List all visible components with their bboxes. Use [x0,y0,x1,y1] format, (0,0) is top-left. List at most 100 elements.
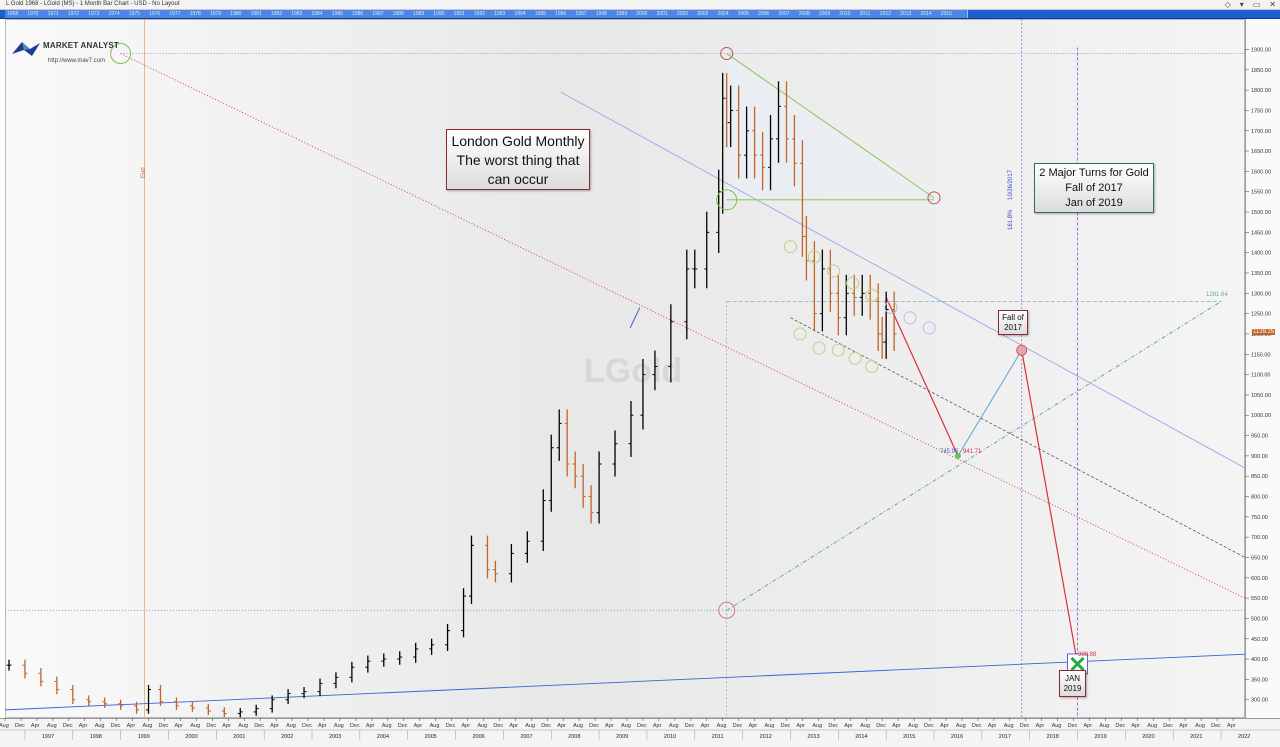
fib-date-label: 10/26/2017 [1008,169,1014,200]
x-axis-year-label: 2008 [568,734,580,740]
upper-channel-circle [884,301,898,315]
title-bar: L Gold 1968 - LGold (MS) - 1 Month Bar C… [0,0,1280,10]
lower-channel-circle [865,359,879,373]
x-axis-month-label: Apr [1131,723,1140,729]
y-axis-tick-label: 900.00 [1251,454,1268,460]
timeline-year-label: 1980 [230,11,242,17]
annotation-major-turns[interactable]: 2 Major Turns for Gold Fall of 2017 Jan … [1034,163,1154,213]
timeline-year-label: 2002 [676,11,689,17]
x-axis-year-label: 2022 [1238,734,1250,740]
x-axis-year-label: 2017 [999,734,1011,740]
trendline-0 [560,91,1246,469]
x-axis-month-label: Dec [972,723,982,729]
x-axis-month-label: Dec [1068,723,1078,729]
timeline-year-label: 1974 [108,11,120,17]
x-axis-year-label: 2012 [760,734,772,740]
x-axis-year-label: 2011 [712,734,724,740]
timeline-year-label: 1995 [534,11,546,17]
x-axis-month-label: Dec [63,723,73,729]
timeline-year-label: 1996 [555,11,567,17]
timeline-year-label: 1979 [210,11,222,17]
time-axis[interactable] [0,718,1280,747]
x-axis-year-label: 2003 [329,734,341,740]
maximize-icon[interactable]: ▭ [1252,0,1261,9]
annotation-main[interactable]: London Gold Monthly The worst thing that… [446,129,590,190]
x-axis-month-label: Dec [733,723,743,729]
x-axis-month-label: Aug [1099,723,1109,729]
pin-icon[interactable]: ◇ [1224,0,1231,9]
dropdown-icon[interactable]: ▾ [1239,0,1244,9]
x-axis-month-label: Apr [509,723,518,729]
timeline-scroll-thumb[interactable]: 1968 1970 1971 1972 1973 1974 1975 1976 1977 1978… [5,10,968,18]
cycle-marker-circle [1016,344,1028,356]
timeline-year-label: 2011 [859,11,871,17]
x-axis-month-label: Aug [1195,723,1205,729]
timeline-scroll-strip[interactable]: 1968 1970 1971 1972 1973 1974 1975 1976 1977 1978… [0,10,1280,19]
close-icon[interactable]: ✕ [1269,0,1276,9]
x-axis-month-label: Apr [31,723,40,729]
target-x-icon [1070,656,1085,672]
x-axis-month-label: Apr [270,723,279,729]
x-axis-month-label: Aug [95,723,105,729]
upper-channel-circle [807,250,821,264]
y-axis-tick-label: 1250.00 [1251,312,1271,318]
x-axis-month-label: Aug [286,723,296,729]
y-axis-tick-label: 650.00 [1251,555,1268,561]
x-axis-month-label: Aug [525,723,535,729]
x-axis-month-label: Dec [254,723,264,729]
logo-url[interactable]: http://www.mav7.com [48,58,106,64]
low-point-marker [954,452,961,459]
x-axis-month-label: Dec [1211,723,1221,729]
y-axis-tick-label: 1050.00 [1251,393,1271,399]
timeline-year-label: 1997 [575,11,587,17]
logo-text: MARKET ANALYST [43,41,119,50]
y-axis-tick-label: 1600.00 [1251,169,1271,175]
timeline-year-label: 2010 [839,11,851,17]
x-axis-month-label: Apr [1179,723,1188,729]
timeline-year-label: 1984 [311,11,323,17]
timeline-year-label: 1983 [291,11,303,17]
x-axis-year-label: 2014 [855,734,867,740]
x-axis-year-label: 2016 [951,734,963,740]
x-axis-month-label: Aug [717,723,727,729]
x-axis-month-label: Apr [557,723,566,729]
y-axis-tick-label: 1150.00 [1251,352,1270,358]
timeline-year-label: 1976 [149,11,161,17]
trendline-3 [726,53,935,199]
y-axis-tick-label: 500.00 [1251,616,1268,622]
x-axis-month-label: Aug [860,723,870,729]
annotation-fall-2017[interactable]: Fall of 2017 [998,310,1028,335]
annotation-jan-2019[interactable]: JAN 2019 [1059,670,1086,697]
x-axis-year-label: 2006 [472,734,484,740]
y-axis-tick-label: 950.00 [1251,434,1268,440]
y-axis-tick-label: 1700.00 [1251,129,1271,135]
upper-channel-circle [903,311,917,325]
y-axis-tick-label: 1300.00 [1251,291,1271,297]
x-axis-month-label: Dec [589,723,599,729]
price-axis[interactable] [1245,19,1280,718]
timeline-year-label: 1968 [7,11,19,17]
x-axis-month-label: Aug [382,723,392,729]
x-marker-label: 388.88 [1078,652,1097,658]
timeline-year-label: 2005 [737,11,749,17]
timeline-year-label: 2012 [879,11,892,17]
x-axis-month-label: Apr [462,723,471,729]
timeline-year-label: 1978 [189,11,201,17]
x-axis-month-label: Apr [701,723,710,729]
y-axis-tick-label: 1800.00 [1251,88,1271,94]
timeline-year-label: 1998 [595,11,607,17]
x-axis-month-label: Aug [573,723,583,729]
timeline-year-label: 2004 [717,11,729,17]
x-axis-month-label: Dec [159,723,169,729]
x-axis-month-label: Dec [493,723,503,729]
upper-channel-circle [865,288,879,302]
plot-area[interactable] [5,19,1245,718]
lower-channel-line [790,317,1246,558]
x-axis-year-label: 2020 [1142,734,1154,740]
timeline-year-label: 1973 [88,11,100,17]
y-axis-tick-label: 1100.00 [1251,373,1270,379]
timeline-year-label: 2007 [778,11,790,17]
cycle-marker-circle [110,43,132,65]
timeline-year-label: 2001 [656,11,668,17]
timeline-year-label: 2000 [636,11,648,17]
